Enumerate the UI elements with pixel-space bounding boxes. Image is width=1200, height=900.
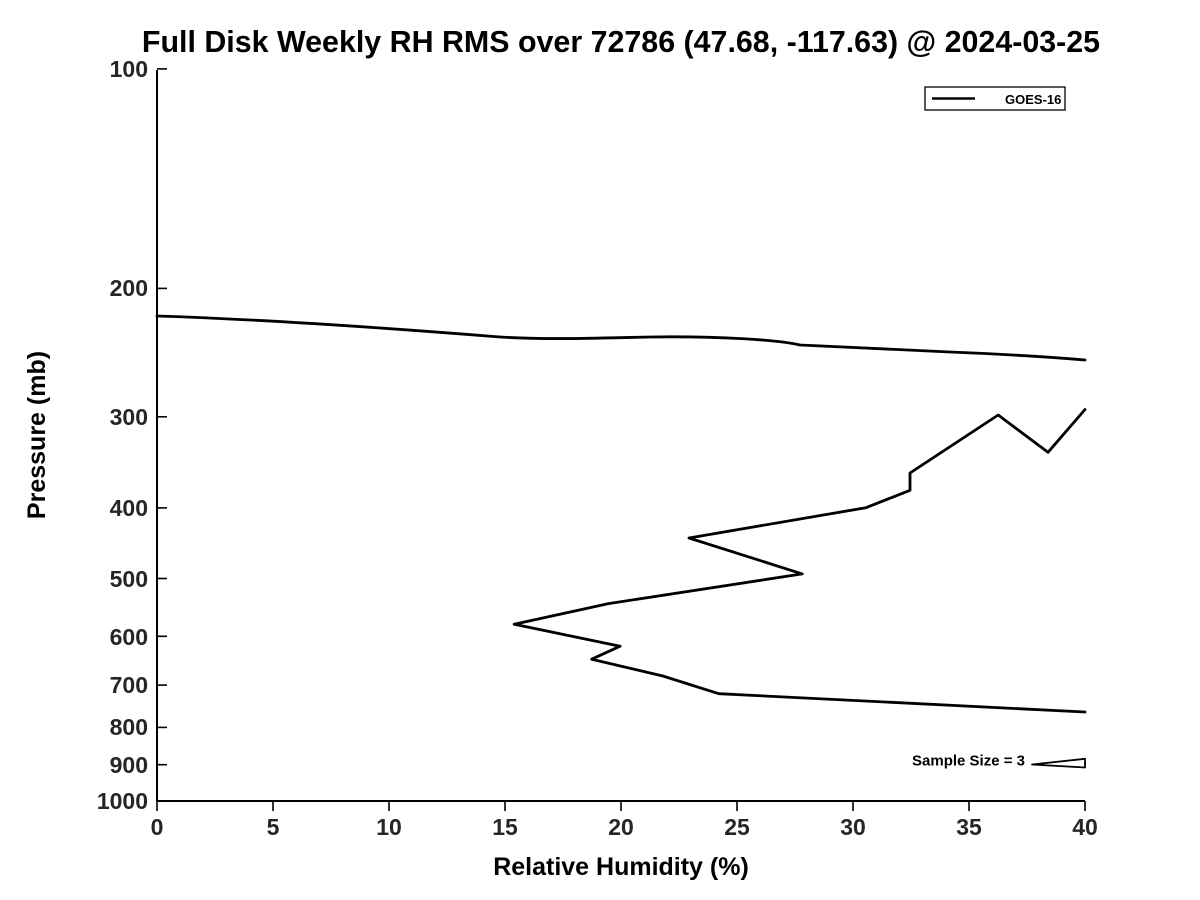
svg-text:5: 5 [267, 814, 280, 840]
svg-text:100: 100 [110, 56, 148, 82]
svg-text:Sample Size = 3: Sample Size = 3 [912, 753, 1025, 770]
svg-text:500: 500 [110, 566, 148, 592]
svg-text:1000: 1000 [97, 788, 148, 814]
svg-text:15: 15 [492, 814, 518, 840]
svg-text:600: 600 [110, 624, 148, 650]
svg-text:700: 700 [110, 672, 148, 698]
svg-text:0: 0 [151, 814, 164, 840]
svg-text:40: 40 [1072, 814, 1098, 840]
svg-text:GOES-16: GOES-16 [1005, 92, 1061, 107]
svg-text:25: 25 [724, 814, 750, 840]
svg-text:30: 30 [840, 814, 866, 840]
svg-text:20: 20 [608, 814, 634, 840]
svg-text:300: 300 [110, 404, 148, 430]
svg-text:Relative Humidity (%): Relative Humidity (%) [493, 853, 749, 881]
svg-text:200: 200 [110, 275, 148, 301]
svg-text:35: 35 [956, 814, 982, 840]
svg-text:10: 10 [376, 814, 402, 840]
svg-text:900: 900 [110, 752, 148, 778]
svg-text:400: 400 [110, 495, 148, 521]
svg-text:Full Disk Weekly RH RMS over 7: Full Disk Weekly RH RMS over 72786 (47.6… [142, 25, 1100, 59]
svg-text:Pressure (mb): Pressure (mb) [23, 351, 51, 519]
svg-text:800: 800 [110, 714, 148, 740]
